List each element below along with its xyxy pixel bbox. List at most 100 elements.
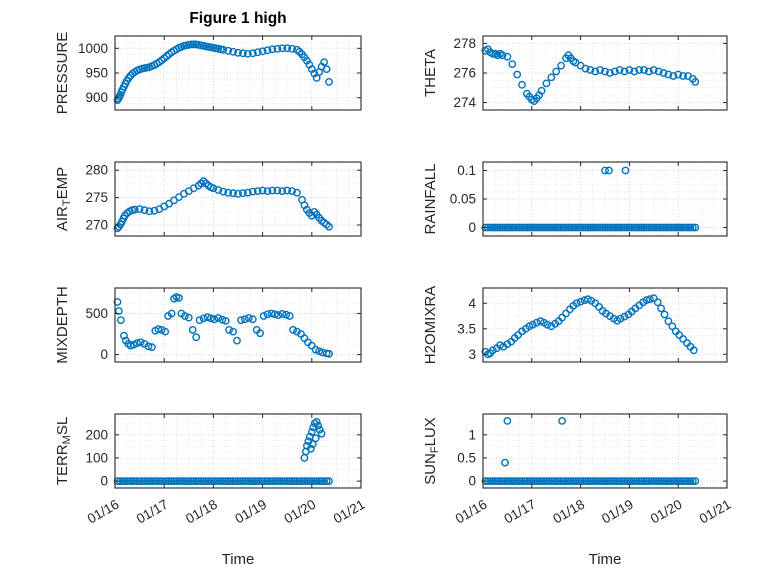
x-tick-labels: 01/16 01/17 01/18 01/19 01/20 01/21: [453, 497, 734, 527]
grid: [483, 36, 727, 110]
grid: [115, 162, 361, 236]
data-point-marker: [540, 477, 548, 485]
data-point-marker: [182, 477, 191, 485]
x-tick-label: 01/20: [648, 497, 685, 527]
data-point-marker: [571, 477, 580, 485]
data-point-marker: [243, 477, 252, 485]
data-point-marker: [518, 223, 526, 232]
data-point-marker: [574, 477, 583, 485]
data-point-marker: [251, 477, 260, 485]
data-point-marker: [532, 477, 541, 485]
data-point-marker: [632, 223, 641, 232]
data-point-marker: [155, 477, 164, 485]
data-point-marker: [274, 311, 283, 319]
data-point-marker: [613, 223, 622, 232]
data-point-marker: [501, 458, 509, 467]
y-axis-label: AIRTEMP: [54, 167, 73, 231]
data-point-marker: [601, 477, 609, 485]
x-tick-label: 01/18: [550, 497, 587, 527]
data-point-marker: [325, 349, 333, 358]
data-point-marker: [140, 477, 149, 485]
data-point-marker: [640, 223, 648, 232]
data-point-marker: [258, 47, 267, 56]
data-point-marker: [115, 307, 123, 315]
data-point-marker: [681, 223, 690, 232]
data-point-marker: [637, 223, 646, 232]
data-point-marker: [300, 477, 309, 485]
data-point-marker: [503, 52, 512, 61]
ticks: [114, 36, 362, 110]
data-point-marker: [256, 329, 264, 338]
x-tick-label: 01/17: [502, 497, 539, 527]
data-point-marker: [229, 47, 238, 56]
y-tick-labels: 900 950 1000: [78, 41, 108, 105]
data-point-marker: [542, 477, 551, 485]
data-point-marker: [586, 477, 595, 485]
data-point-marker: [667, 477, 675, 485]
data-point-marker: [525, 477, 534, 485]
data-point-marker: [256, 477, 264, 485]
data-point-marker: [293, 188, 301, 197]
data-point-marker: [652, 223, 661, 232]
y-axis-label: THETA: [422, 49, 439, 97]
data-point-marker: [270, 477, 279, 485]
data-point-marker: [481, 477, 490, 485]
data-point-marker: [596, 477, 604, 485]
data-point-marker: [623, 477, 631, 485]
data-point-marker: [566, 477, 575, 485]
data-point-marker: [150, 206, 159, 215]
data-point-marker: [288, 187, 296, 196]
data-point-marker: [130, 477, 139, 485]
data-point-marker: [243, 188, 252, 197]
data-point-marker: [295, 477, 304, 485]
data-point-marker: [246, 477, 255, 485]
data-point-marker: [224, 477, 233, 485]
data-point-marker: [214, 477, 223, 485]
data-point-marker: [662, 477, 670, 485]
data-point-marker: [647, 477, 656, 485]
data-point-marker: [273, 477, 282, 485]
data-point-marker: [206, 314, 215, 323]
data-point-marker: [513, 70, 522, 79]
data-point-marker: [652, 477, 661, 485]
data-point-marker: [520, 223, 529, 232]
data-point-marker: [659, 223, 668, 232]
data-point-marker: [253, 48, 262, 57]
data-point-marker: [241, 477, 250, 485]
data-point-marker: [508, 60, 517, 68]
y-axis-label: MIXDEPTH: [54, 286, 71, 364]
data-point-marker: [574, 223, 583, 232]
data-point-marker: [283, 186, 292, 195]
data-point-marker: [601, 166, 609, 175]
data-point-marker: [263, 46, 272, 55]
data-point-marker: [610, 67, 619, 76]
data-point-marker: [632, 477, 641, 485]
y-axis-label: SUNFLUX: [422, 417, 441, 485]
data-point-marker: [172, 477, 181, 485]
y-tick-label: 1: [468, 427, 476, 442]
data-point-marker: [496, 477, 504, 485]
data-point-marker: [667, 223, 675, 232]
data-point-marker: [197, 477, 206, 485]
data-point-marker: [606, 223, 614, 232]
data-point-marker: [605, 166, 613, 175]
data-point-marker: [184, 477, 193, 485]
data-point-marker: [593, 223, 602, 232]
data-point-marker: [315, 425, 324, 434]
data-point-marker: [322, 477, 331, 485]
data-point-marker: [642, 477, 651, 485]
data-point-marker: [118, 477, 127, 485]
data-point-marker: [113, 298, 122, 306]
ticks: [114, 162, 362, 236]
data-point-marker: [659, 69, 668, 77]
data-point-marker: [306, 444, 315, 453]
y-axis-label: H2OMIXRA: [422, 286, 439, 364]
data-point-marker: [195, 316, 204, 324]
ticks: [482, 288, 728, 362]
ticks: [114, 414, 362, 488]
data-point-marker: [637, 477, 646, 485]
data-point-marker: [488, 49, 497, 58]
data-point-marker: [194, 477, 203, 485]
data-point-marker: [615, 223, 624, 232]
data-point-marker: [170, 477, 178, 485]
